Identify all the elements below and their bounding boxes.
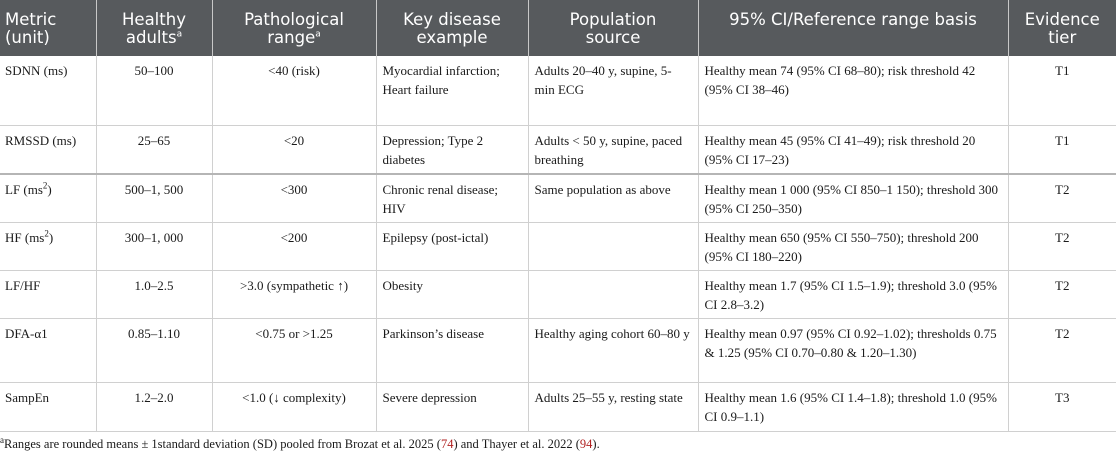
cell-population: Healthy aging cohort 60–80 y: [527, 318, 698, 383]
cell-disease: Parkinson’s disease: [375, 318, 528, 383]
cell-metric: RMSSD (ms): [0, 125, 96, 175]
table-row: SampEn 1.2–2.0 <1.0 (↓ complexity) Sever…: [0, 382, 1116, 432]
cell-healthy: 25–65: [95, 125, 212, 175]
citation-link-74[interactable]: 74: [440, 437, 454, 451]
cell-healthy: 50–100: [95, 56, 212, 126]
cell-metric: HF (ms2): [0, 222, 96, 271]
cell-population: Same population as above: [527, 173, 698, 223]
cell-disease: Epilepsy (post-ictal): [375, 222, 528, 271]
table-row: HF (ms2) 300–1, 000 <200 Epilepsy (post-…: [0, 222, 1116, 271]
cell-ci: Healthy mean 74 (95% CI 68–80); risk thr…: [697, 56, 1008, 126]
cell-tier: T2: [1007, 173, 1116, 223]
cell-population: Adults 25–55 y, resting state: [527, 382, 698, 432]
cell-ci: Healthy mean 1.6 (95% CI 1.4–1.8); thres…: [697, 382, 1008, 432]
cell-tier: T2: [1007, 270, 1116, 319]
col-header-ci: 95% CI/Reference range basis: [697, 0, 1008, 56]
cell-healthy: 0.85–1.10: [95, 318, 212, 383]
cell-healthy: 300–1, 000: [95, 222, 212, 271]
table-row: LF (ms2) 500–1, 500 <300 Chronic renal d…: [0, 173, 1116, 223]
cell-tier: T1: [1007, 125, 1116, 175]
cell-pathological: <200: [211, 222, 376, 271]
cell-pathological: <20: [211, 125, 376, 175]
cell-pathological: >3.0 (sympathetic ↑): [211, 270, 376, 319]
cell-pathological: <0.75 or >1.25: [211, 318, 376, 383]
cell-population: Adults < 50 y, supine, paced breathing: [527, 125, 698, 175]
cell-disease: Chronic renal disease; HIV: [375, 173, 528, 223]
cell-metric: DFA-α1: [0, 318, 96, 383]
cell-population: Adults 20–40 y, supine, 5-min ECG: [527, 56, 698, 126]
col-header-disease: Key disease example: [375, 0, 528, 56]
cell-disease: Obesity: [375, 270, 528, 319]
cell-ci: Healthy mean 1 000 (95% CI 850–1 150); t…: [697, 173, 1008, 223]
cell-ci: Healthy mean 0.97 (95% CI 0.92–1.02); th…: [697, 318, 1008, 383]
cell-pathological: <1.0 (↓ complexity): [211, 382, 376, 432]
table-footnote: aRanges are rounded means ± 1standard de…: [0, 434, 600, 451]
cell-pathological: <40 (risk): [211, 56, 376, 126]
col-header-tier: Evidence tier: [1007, 0, 1116, 56]
cell-healthy: 500–1, 500: [95, 173, 212, 223]
cell-ci: Healthy mean 45 (95% CI 41–49); risk thr…: [697, 125, 1008, 175]
header-row: Metric (unit) Healthy adultsa Pathological…: [0, 0, 1116, 56]
cell-pathological: <300: [211, 173, 376, 223]
cell-healthy: 1.0–2.5: [95, 270, 212, 319]
table-row: SDNN (ms) 50–100 <40 (risk) Myocardial i…: [0, 56, 1116, 126]
hrv-reference-table: Metric (unit) Healthy adultsa Pathological…: [0, 0, 1116, 432]
cell-disease: Myocardial infarction; Heart failure: [375, 56, 528, 126]
cell-disease: Severe depression: [375, 382, 528, 432]
table-row: RMSSD (ms) 25–65 <20 Depression; Type 2 …: [0, 125, 1116, 175]
cell-ci: Healthy mean 650 (95% CI 550–750); thres…: [697, 222, 1008, 271]
cell-population: [527, 222, 698, 271]
cell-ci: Healthy mean 1.7 (95% CI 1.5–1.9); thres…: [697, 270, 1008, 319]
col-header-pathological: Pathological rangea: [211, 0, 376, 56]
table-row: DFA-α1 0.85–1.10 <0.75 or >1.25 Parkinso…: [0, 318, 1116, 383]
cell-metric: LF/HF: [0, 270, 96, 319]
cell-tier: T2: [1007, 222, 1116, 271]
citation-link-94[interactable]: 94: [579, 437, 593, 451]
cell-metric: SampEn: [0, 382, 96, 432]
col-header-healthy: Healthy adultsa: [95, 0, 212, 56]
cell-tier: T3: [1007, 382, 1116, 432]
cell-tier: T2: [1007, 318, 1116, 383]
cell-population: [527, 270, 698, 319]
cell-healthy: 1.2–2.0: [95, 382, 212, 432]
cell-metric: SDNN (ms): [0, 56, 96, 126]
footnote-marker: a: [0, 434, 4, 445]
cell-tier: T1: [1007, 56, 1116, 126]
col-header-population: Population source: [527, 0, 698, 56]
table-row: LF/HF 1.0–2.5 >3.0 (sympathetic ↑) Obesi…: [0, 270, 1116, 319]
col-header-metric: Metric (unit): [0, 0, 96, 56]
cell-metric: LF (ms2): [0, 173, 96, 223]
cell-disease: Depression; Type 2 diabetes: [375, 125, 528, 175]
